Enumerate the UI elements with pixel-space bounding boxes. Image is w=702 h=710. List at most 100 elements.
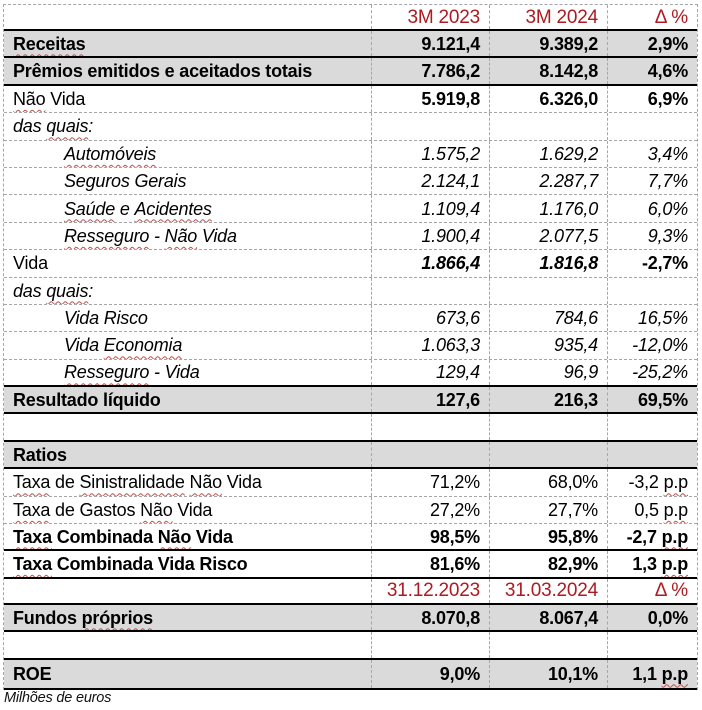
row-value: 1.816,8 [490,250,608,277]
row-value: 0,0% [647,607,688,628]
row-label: das quais: [4,277,372,304]
row-value: 1.629,2 [490,140,608,167]
table-row: Vida 1.866,4 1.816,8 -2,7% [4,250,697,278]
row-label: Resseguro - Não Vida [4,222,372,250]
row-value: 27,7% [490,496,608,524]
row-value [608,414,697,439]
row-value: 5.919,8 [372,85,490,113]
row-value: Δ % [654,580,688,602]
spellcheck-squiggle: Receitas [13,33,86,54]
row-value: 1.900,4 [372,222,490,250]
row-label: Vida Risco [4,304,372,332]
table-row: Vida Risco 673,6 784,6 16,5% [4,304,697,333]
row-value: 9,0% [372,659,490,688]
row-value: 216,3 [490,387,608,413]
financial-results-table: 3M 2023 3M 2024 Δ % Receitas 9.121,4 9.389,2 2… [3,4,698,690]
row-value: 27,2% [372,496,490,524]
row-value [608,278,697,304]
row-value [490,277,608,304]
row-value: 1.176,0 [490,195,608,222]
row-value: 3M 2023 [372,5,490,29]
table-row: Receitas 9.121,4 9.389,2 2,9% [4,31,697,59]
row-label: Taxa de Sinistralidade Não Vida [4,469,372,496]
row-value: 82,9% [490,551,608,577]
row-value: 129,4 [372,359,490,386]
spellcheck-squiggle: Não [13,88,46,109]
row-label [4,414,372,440]
row-value [490,414,608,440]
table-row: Resseguro - Não Vida 1.900,4 2.077,5 9,3% [4,222,697,251]
table-row: Seguros Gerais 2.124,1 2.287,7 7,7% [4,167,697,196]
row-value: 10,1% [490,659,608,688]
row-label: Resultado líquido [4,387,372,413]
table-row: das quais: [4,277,697,305]
row-value: 96,9 [490,359,608,386]
spellcheck-squiggle: Não [140,499,173,520]
table-row: Prêmios emitidos e aceitados totais 7.786… [4,58,697,86]
table-row: ROE 9,0% 10,1% 1,1 p.p [4,659,697,690]
row-value [490,632,608,658]
row-value: 71,2% [372,469,490,496]
row-value: 31.12.2023 [372,578,490,603]
spellcheck-squiggle: Automóveis [64,143,157,164]
row-value: 7,7% [647,171,688,192]
spellcheck-squiggle: p.p [661,526,689,547]
row-label [4,578,372,603]
row-value: 9.121,4 [372,31,490,57]
spellcheck-squiggle: próprios [81,607,154,628]
table-row: Vida Economia 1.063,3 935,4 -12,0% [4,332,697,360]
row-value: 127,6 [372,387,490,413]
row-value [372,441,490,468]
row-value [372,414,490,440]
row-value: -2,7 p.p [626,526,689,547]
row-value: 1,1 p.p [632,663,689,684]
row-label: Taxa Combinada Vida Risco [4,551,372,577]
row-label: Ratios [4,441,372,468]
spellcheck-squiggle: p.p [661,663,689,684]
row-label: das quais: [4,113,372,140]
table-row: Resultado líquido 127,6 216,3 69,5% [4,387,697,415]
spellcheck-squiggle: Economia [103,335,183,356]
row-label: Vida [4,250,372,277]
row-value: 935,4 [490,332,608,359]
spellcheck-squiggle: Taxa [13,526,52,547]
row-value: 0,5 p.p [634,499,688,520]
table-row: Taxa de Gastos Não Vida 27,2% 27,7% 0,5 p.p [4,496,697,525]
row-value: 6,0% [647,198,688,219]
row-label [4,5,372,29]
spellcheck-squiggle: Taxa [13,472,51,493]
row-value: 6,9% [647,88,688,109]
row-value [608,442,697,467]
row-label: Resseguro - Vida [4,359,372,386]
row-value [372,277,490,304]
row-label: Não Vida [4,85,372,113]
spellcheck-squiggle: Taxa [13,554,52,575]
table-row: Não Vida 5.919,8 6.326,0 6,9% [4,85,697,114]
row-label: Vida Economia [4,332,372,359]
row-label: Fundos próprios [4,604,372,631]
spellcheck-squiggle: Não [157,526,192,547]
spellcheck-squiggle: Saúde [64,198,116,219]
table-row: Ratios [4,441,697,470]
table-footnote: Milhões de euros [4,690,112,706]
row-value: -12,0% [632,335,688,356]
table-row: Taxa Combinada Vida Risco 81,6% 82,9% 1,3 p… [4,551,697,579]
row-value: 81,6% [372,551,490,577]
row-label: Prêmios emitidos e aceitados totais [4,58,372,84]
row-label: Taxa de Gastos Não Vida [4,496,372,524]
table-header-row: 3M 2023 3M 2024 Δ % [4,5,697,31]
row-value: 3M 2024 [490,5,608,29]
row-label: Automóveis [4,140,372,167]
row-value [490,441,608,468]
spellcheck-squiggle: p.p [661,554,689,575]
row-value: 673,6 [372,304,490,332]
table-row [4,414,697,442]
row-value: 2.124,1 [372,167,490,195]
spellcheck-squiggle: Resseguro [64,225,150,246]
spellcheck-squiggle: Taxa [13,499,51,520]
table-row [4,632,697,660]
table-row: Automóveis 1.575,2 1.629,2 3,4% [4,140,697,168]
row-value: 8.142,8 [490,58,608,84]
row-value: 8.070,8 [372,604,490,631]
row-value: 98,5% [372,524,490,550]
